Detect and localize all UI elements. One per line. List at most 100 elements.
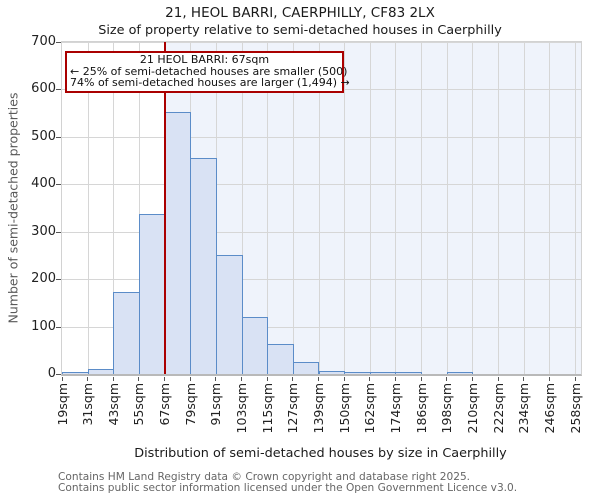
gridline-vertical <box>549 42 551 374</box>
annotation-larger-line: 74% of semi-detached houses are larger (… <box>70 76 350 90</box>
y-axis-label: Number of semi-detached properties <box>5 92 21 324</box>
gridline-vertical <box>267 42 269 374</box>
x-tick-mark <box>241 377 243 381</box>
x-tick-mark <box>292 377 294 381</box>
y-tick-mark <box>56 326 61 328</box>
x-tick-mark <box>369 377 371 381</box>
gridline-horizontal <box>62 184 581 186</box>
x-tick-label: 127sqm <box>285 383 301 434</box>
x-tick-mark <box>497 377 499 381</box>
histogram-bar <box>369 372 397 374</box>
x-tick-mark <box>164 377 166 381</box>
y-tick-label: 600 <box>31 81 56 97</box>
page-title: 21, HEOL BARRI, CAERPHILLY, CF83 2LX <box>165 5 435 21</box>
x-tick-label: 174sqm <box>387 383 403 434</box>
y-tick-mark <box>56 184 61 186</box>
x-tick-label: 79sqm <box>182 383 198 426</box>
y-tick-label: 0 <box>47 366 56 381</box>
histogram-bar <box>164 111 192 374</box>
gridline-vertical <box>241 42 243 374</box>
x-tick-mark <box>61 377 63 381</box>
histogram-bar <box>87 369 115 374</box>
histogram-bar <box>292 362 320 374</box>
gridline-horizontal <box>62 136 581 138</box>
gridline-vertical <box>292 42 294 374</box>
page-subtitle: Size of property relative to semi-detach… <box>98 23 502 38</box>
x-tick-mark <box>266 377 268 381</box>
x-tick-label: 222sqm <box>490 383 506 434</box>
gridline-horizontal <box>62 42 581 43</box>
y-tick-mark <box>56 279 61 281</box>
x-tick-mark <box>138 377 140 381</box>
x-tick-mark <box>215 377 217 381</box>
histogram-bar <box>113 291 140 374</box>
y-tick-label: 400 <box>31 176 56 192</box>
y-tick-mark <box>56 374 61 375</box>
gridline-horizontal <box>62 279 581 281</box>
y-tick-mark <box>56 42 61 43</box>
x-tick-mark <box>446 377 448 381</box>
y-tick-label: 200 <box>31 271 56 287</box>
gridline-vertical <box>369 42 371 374</box>
x-tick-mark <box>318 377 319 381</box>
histogram-bar <box>138 213 166 374</box>
x-tick-mark <box>523 377 525 381</box>
annotation-smaller-line: ← 25% of semi-detached houses are smalle… <box>70 64 348 78</box>
x-tick-label: 234sqm <box>516 383 532 434</box>
y-tick-mark <box>56 89 61 91</box>
x-tick-label: 103sqm <box>234 383 250 434</box>
y-tick-label: 300 <box>31 223 56 239</box>
x-tick-mark <box>394 377 396 381</box>
x-tick-label: 150sqm <box>336 383 352 434</box>
x-tick-label: 19sqm <box>54 383 70 426</box>
gridline-vertical <box>138 42 140 374</box>
y-tick-label: 500 <box>31 128 56 144</box>
plot-area: 19sqm 31sqm 43sqm 55sqm 67sqm 79sqm 91sqm 103sq… <box>55 41 583 433</box>
gridline-vertical <box>113 42 115 374</box>
y-tick-label: 100 <box>31 318 56 334</box>
x-tick-mark <box>420 377 422 381</box>
x-tick-label: 139sqm <box>311 383 326 434</box>
x-tick-label: 198sqm <box>439 383 455 434</box>
gridline-vertical <box>318 42 320 374</box>
y-tick-mark <box>56 136 61 138</box>
histogram-bar <box>395 372 423 374</box>
gridline-vertical <box>446 42 448 374</box>
histogram-bar <box>215 255 243 374</box>
footer: Contains HM Land Registry data © Crown c… <box>58 471 518 495</box>
gridline-vertical <box>421 42 423 374</box>
y-tick-mark <box>56 231 61 233</box>
gridline-vertical <box>498 42 500 374</box>
gridline-vertical <box>344 42 346 374</box>
x-tick-label: 258sqm <box>567 383 583 434</box>
x-tick-mark <box>471 377 473 381</box>
histogram-bar <box>446 372 474 374</box>
gridline-horizontal <box>62 326 581 328</box>
annotation-box: 21 HEOL BARRI: 67sqm ← 25% of semi-detac… <box>65 51 350 93</box>
gridline-vertical <box>472 42 474 374</box>
x-tick-mark <box>112 377 114 381</box>
x-tick-mark <box>189 377 191 381</box>
histogram-bar <box>267 344 294 374</box>
annotation-property-line: 21 HEOL BARRI: 67sqm <box>139 53 270 66</box>
footer-line-1: Contains HM Land Registry data © Crown c… <box>58 471 471 483</box>
x-tick-label: 31sqm <box>80 383 96 426</box>
histogram-bar <box>241 317 269 374</box>
x-tick-label: 115sqm <box>259 383 275 434</box>
gridline-vertical <box>523 42 525 374</box>
gridline-vertical <box>575 42 576 374</box>
x-tick-label: 246sqm <box>541 383 557 434</box>
footer-line-2: Contains public sector information licen… <box>58 482 518 495</box>
x-tick-label: 91sqm <box>208 383 224 426</box>
histogram-bar <box>190 158 217 374</box>
x-tick-label: 162sqm <box>362 383 378 434</box>
x-tick-label: 43sqm <box>105 383 121 426</box>
gridline-vertical <box>87 42 89 374</box>
x-tick-mark <box>574 377 576 381</box>
property-size-marker-line <box>163 42 166 374</box>
y-tick-label: 700 <box>31 34 56 49</box>
x-tick-label: 67sqm <box>157 383 173 426</box>
gridline-vertical <box>395 42 397 374</box>
x-axis-label: Distribution of semi-detached houses by … <box>134 446 507 461</box>
